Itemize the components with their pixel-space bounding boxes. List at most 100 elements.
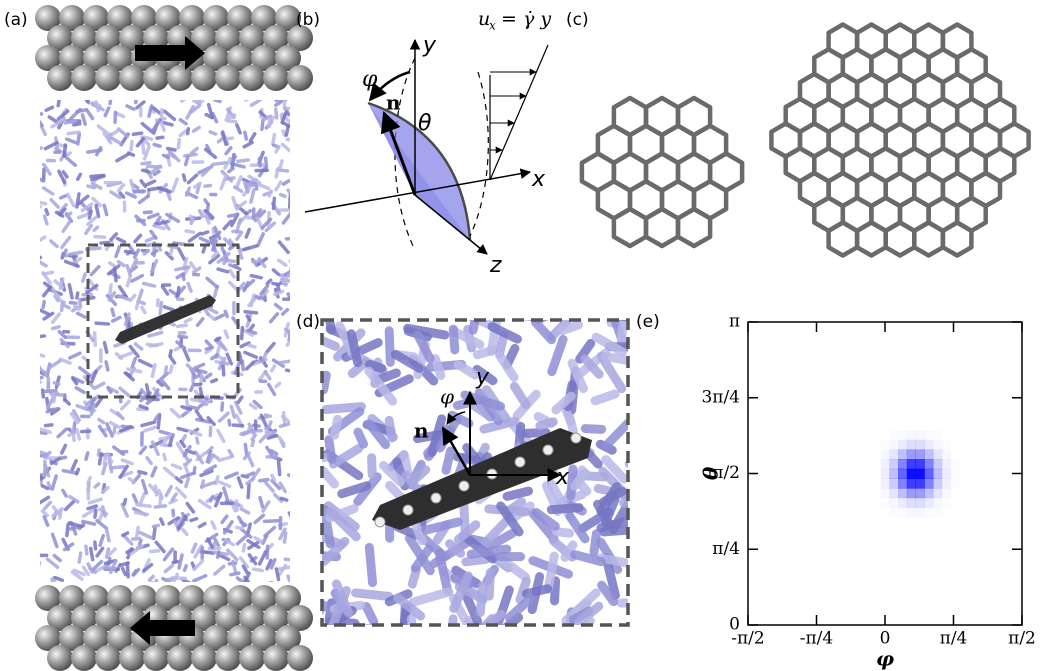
rod	[593, 499, 614, 529]
rod	[253, 513, 266, 525]
atom	[59, 45, 85, 71]
rod	[94, 145, 103, 157]
rod	[599, 486, 627, 507]
panel-label: (e)	[636, 312, 660, 332]
atom	[59, 5, 85, 31]
rod	[123, 371, 135, 382]
rod	[283, 557, 290, 562]
rod	[189, 146, 199, 155]
rod	[42, 500, 53, 511]
rod	[167, 149, 181, 163]
rod	[148, 483, 159, 495]
rod	[174, 476, 184, 484]
rod	[224, 113, 237, 122]
rod	[224, 146, 233, 156]
hydrogen	[542, 444, 554, 456]
rod	[184, 476, 191, 489]
y-tick-label: π/4	[712, 539, 740, 559]
atom	[47, 605, 73, 631]
rod	[59, 337, 70, 349]
atom	[263, 605, 289, 631]
rod	[192, 362, 206, 370]
rod	[95, 546, 105, 558]
rod	[235, 230, 244, 241]
rod	[203, 464, 218, 474]
rod	[521, 428, 551, 438]
heat-cell	[889, 430, 898, 440]
rod	[40, 472, 44, 481]
atom	[107, 625, 133, 651]
rod	[277, 563, 288, 577]
rod	[92, 381, 106, 391]
rod	[441, 446, 456, 475]
heat-cell	[881, 449, 890, 459]
rod	[99, 240, 111, 245]
rod	[150, 440, 160, 457]
rod	[181, 173, 187, 183]
rod	[251, 567, 264, 573]
rod	[151, 580, 158, 582]
rod	[40, 388, 46, 399]
rod	[227, 212, 238, 218]
rod	[84, 451, 90, 462]
heat-cell	[942, 430, 951, 440]
rod	[262, 519, 280, 524]
rod	[62, 143, 68, 158]
rod	[274, 567, 281, 582]
rod	[61, 170, 69, 179]
rod	[40, 561, 42, 567]
rod	[174, 486, 187, 499]
panel-b: y x z φ θ n u x = γ̇ y	[304, 8, 551, 278]
rod	[85, 109, 95, 121]
rod	[120, 502, 129, 518]
y-tick-label: 3π/4	[701, 387, 740, 407]
rod	[168, 354, 177, 365]
rod	[204, 209, 215, 220]
rod	[472, 364, 498, 386]
rod	[47, 115, 60, 125]
rod	[236, 395, 244, 404]
rod	[158, 300, 164, 316]
rod	[156, 186, 172, 194]
rod	[260, 118, 265, 132]
rod	[198, 236, 213, 245]
rod	[126, 151, 136, 157]
rod	[125, 104, 136, 111]
rod	[244, 178, 256, 187]
atom	[263, 25, 289, 51]
rod	[123, 249, 137, 255]
rod	[484, 568, 495, 601]
liquid	[40, 100, 290, 582]
rod	[67, 521, 83, 529]
rod	[49, 239, 59, 249]
rod	[183, 155, 190, 167]
rod	[135, 502, 152, 509]
rod	[115, 111, 126, 119]
rod	[116, 127, 130, 139]
rod	[217, 480, 232, 488]
rod	[205, 449, 213, 464]
atom	[71, 605, 97, 631]
heat-cell	[916, 507, 925, 517]
rod	[90, 559, 104, 572]
rod	[565, 512, 590, 544]
rod	[445, 539, 466, 558]
atom	[251, 45, 277, 71]
rod	[484, 528, 517, 552]
zoom-box	[86, 243, 240, 399]
rod	[84, 223, 93, 236]
atom	[227, 625, 253, 651]
heat-cell	[950, 440, 959, 450]
panel-label: (a)	[4, 10, 28, 30]
rod	[250, 439, 256, 448]
rod	[250, 467, 261, 482]
rod	[399, 602, 410, 625]
rod	[328, 586, 351, 625]
rod	[286, 574, 290, 582]
rod	[197, 208, 205, 219]
rod	[418, 533, 450, 562]
rod	[98, 510, 105, 522]
heat-cell	[898, 459, 908, 470]
heat-cell	[881, 507, 890, 517]
rod	[61, 220, 71, 233]
